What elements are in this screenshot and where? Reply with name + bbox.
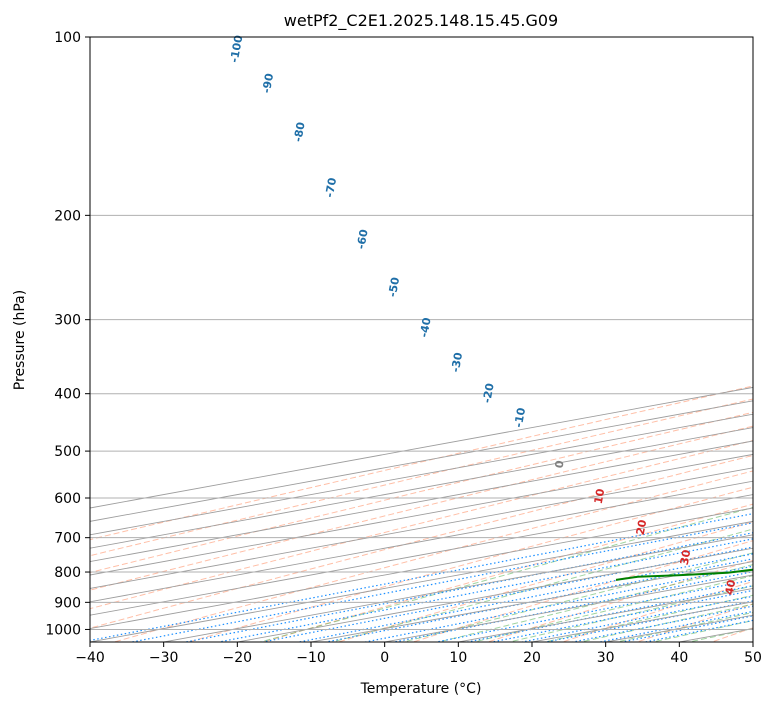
x-tick-label: 40 xyxy=(670,650,688,666)
x-axis-title: Temperature (°C) xyxy=(360,681,482,697)
moist-adiabat-line xyxy=(330,528,753,642)
y-tick-label: 100 xyxy=(54,30,81,46)
y-tick-label: 1000 xyxy=(45,622,81,638)
isotherm-line xyxy=(90,427,753,549)
moist-adiabat-label: -20 xyxy=(480,382,496,404)
mixing-ratio-line xyxy=(131,522,753,642)
x-axis: −40 −30 −20 −10 0 10 20 30 40 50 xyxy=(75,642,762,666)
y-tick-label: 800 xyxy=(54,565,81,581)
y-tick-label: 500 xyxy=(54,444,81,460)
dry-adiabat-line xyxy=(485,559,753,642)
isotherm-line xyxy=(90,480,753,603)
x-tick-label: −30 xyxy=(149,650,179,666)
y-tick-label: 200 xyxy=(54,208,81,224)
isotherm-line xyxy=(90,520,753,642)
plot-frame xyxy=(89,36,754,643)
mixing-ratio-line xyxy=(622,615,753,642)
x-tick-label: 20 xyxy=(523,650,541,666)
y-tick-label: 300 xyxy=(54,313,81,329)
x-tick-label: −20 xyxy=(223,650,253,666)
moist-adiabat-label: -70 xyxy=(323,176,339,198)
x-tick-label: 0 xyxy=(380,650,389,666)
isotherm-line xyxy=(90,507,753,630)
background-lines xyxy=(90,385,753,642)
moist-adiabat-label: -50 xyxy=(386,276,402,298)
y-axis: 100 200 300 400 500 600 700 800 900 1000 xyxy=(45,30,90,638)
y-axis-title: Pressure (hPa) xyxy=(12,290,28,390)
moist-adiabat-label: -40 xyxy=(417,316,433,338)
dry-adiabat-label: 10 xyxy=(592,487,608,505)
dry-adiabat-label: 0 xyxy=(552,459,566,469)
moist-adiabat-line xyxy=(400,552,753,642)
dry-adiabat-line xyxy=(90,454,753,629)
isotherm-line xyxy=(161,534,753,642)
dry-adiabat-line xyxy=(90,398,753,557)
moist-adiabat-label: -10 xyxy=(512,406,528,428)
mixing-ratio-line xyxy=(262,546,753,642)
isotherm-line xyxy=(90,467,753,589)
line-annotations: -100-90-80-70-60-50-40-30-20-10010203040… xyxy=(228,34,739,596)
moist-adiabat-label: -80 xyxy=(291,121,307,143)
y-tick-label: 700 xyxy=(54,531,81,547)
dry-adiabat-line xyxy=(411,540,753,642)
mixing-ratio-line xyxy=(90,513,753,642)
dry-adiabat-line xyxy=(112,470,753,642)
x-tick-label: 30 xyxy=(597,650,615,666)
dry-adiabat-label: 40 xyxy=(723,578,739,596)
dry-adiabat-line xyxy=(261,503,753,642)
isotherm-line xyxy=(90,453,753,576)
y-tick-label: 600 xyxy=(54,491,81,507)
mixing-ratio-line xyxy=(325,558,753,642)
dry-adiabat-line xyxy=(90,411,753,574)
isotherm-line xyxy=(90,440,753,563)
isotherm-line xyxy=(90,494,753,616)
x-tick-label: −40 xyxy=(75,650,105,666)
x-tick-label: 50 xyxy=(744,650,762,666)
mixing-ratio-line xyxy=(299,553,753,642)
y-tick-label: 900 xyxy=(54,595,81,611)
moist-adiabat-label: -100 xyxy=(228,34,246,64)
y-tick-label: 400 xyxy=(54,387,81,403)
moist-adiabat-label: -30 xyxy=(449,351,465,373)
dry-adiabat-label: 20 xyxy=(634,518,650,536)
x-tick-label: 10 xyxy=(449,650,467,666)
mixing-ratio-line xyxy=(218,538,753,642)
dry-adiabat-line xyxy=(187,486,753,642)
moist-adiabat-label: -90 xyxy=(260,72,276,94)
chart-title: wetPf2_C2E1.2025.148.15.45.G09 xyxy=(284,11,558,31)
moist-adiabat-line xyxy=(542,594,753,642)
moist-adiabat-label: -60 xyxy=(354,228,370,250)
x-tick-label: −10 xyxy=(296,650,326,666)
dry-adiabat-label: 30 xyxy=(678,548,694,566)
